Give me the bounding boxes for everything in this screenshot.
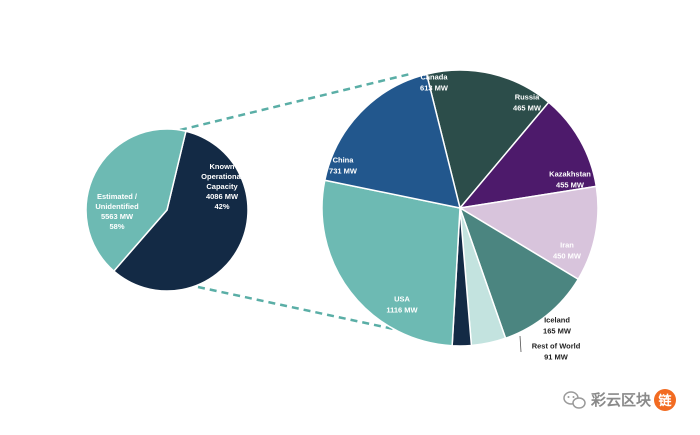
slice-label-rest-of-world: Rest of World 91 MW [532,342,581,362]
slice-label-iceland: Iceland 165 MW [543,316,572,336]
slice-label-estimated: Estimated / Unidentified 5563 MW 58% [95,192,139,231]
slice-label-usa: USA 1116 MW [386,295,418,315]
watermark: 彩云区块 链 [563,389,676,411]
slice-label-line: 165 MW [543,327,572,336]
slice-label-line: 455 MW [556,181,585,190]
connector-line-top [179,72,411,132]
slice-label-china: China 731 MW [329,156,358,176]
slice-label-line: 450 MW [553,252,582,261]
slice-label-line: Iran [560,241,574,250]
slice-label-line: 731 MW [329,167,358,176]
slice-label-line: Unidentified [95,202,139,211]
slice-label-line: 1116 MW [386,306,418,315]
slice-label-line: 465 MW [513,104,542,113]
slice-label-line: Known [210,162,235,171]
slice-label-line: 42% [214,202,229,211]
watermark-badge-text: 链 [657,393,672,409]
pie-slice-canada [425,69,550,210]
slice-label-line: Estimated / [97,192,138,201]
pie-slice-china [323,73,462,209]
watermark-text: 彩云区块 [590,391,652,409]
slice-label-russia: Russia 465 MW [513,93,542,113]
slice-label-line: Rest of World [532,342,581,351]
slice-label-canada: Canada 613 MW [420,73,449,93]
slice-label-line: 5563 MW [101,212,134,221]
slice-label-line: USA [394,295,410,304]
pie-slice-known [85,128,187,273]
slice-label-kazakhstan: Kazakhstan 455 MW [549,170,591,190]
pie-slice-kazakhstan [457,185,599,281]
slice-label-line: Iceland [544,316,570,325]
pie-slice-estimated [112,130,249,292]
slice-label-iran: Iran 450 MW [553,241,582,261]
slice-label-known: Known Operational Capacity 4086 MW 42% [201,162,243,211]
pie-slice-usa [321,179,461,347]
slice-labels: Estimated / Unidentified 5563 MW 58% Known Op… [95,73,591,362]
country-breakdown-pie [321,69,599,347]
slice-label-line: Operational [201,172,243,181]
slice-label-line: Kazakhstan [549,170,591,179]
slice-label-line: China [333,156,355,165]
slice-label-line: 58% [109,222,124,231]
slice-label-line: Capacity [206,182,238,191]
pie-slice-russia [458,101,598,210]
capacity-split-pie [85,128,249,292]
slice-label-line: 4086 MW [206,192,239,201]
watermark-badge [654,389,676,411]
slice-label-line: 613 MW [420,84,449,93]
pie-slice-iran [458,206,580,340]
rest-of-world-leader-line [519,335,522,353]
slice-label-line: Russia [515,93,540,102]
wechat-icon [563,391,586,409]
slice-label-line: Canada [420,73,448,82]
slice-label-line: 91 MW [544,353,569,362]
